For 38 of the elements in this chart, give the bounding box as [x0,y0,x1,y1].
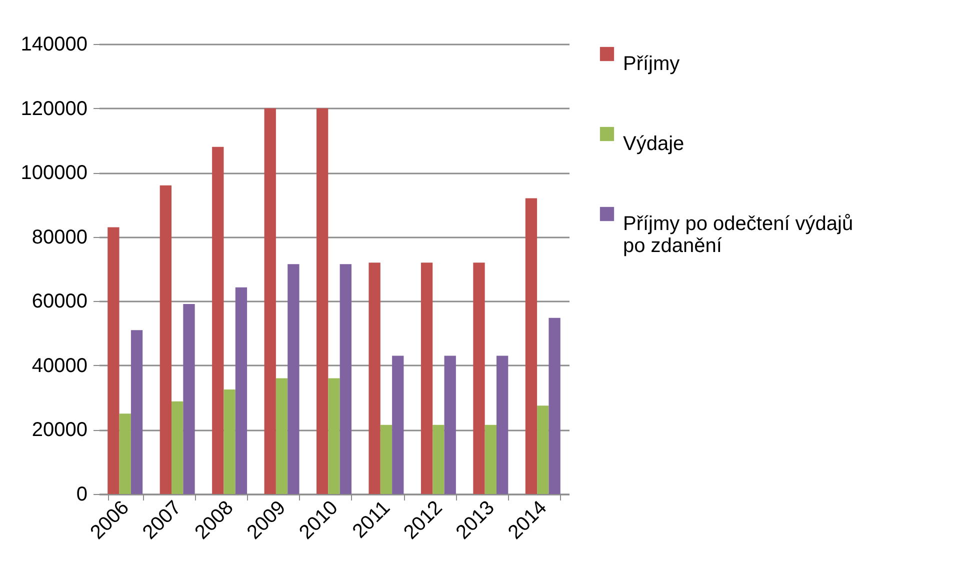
y-tick-label: 120000 [20,98,88,120]
y-tick-label: 100000 [20,162,88,184]
bar [276,378,288,494]
bar [432,424,444,494]
bar [235,287,248,494]
bar [160,185,172,494]
y-tick-label: 60000 [32,290,88,313]
bar [548,318,560,494]
bar [380,424,392,494]
legend-label: Příjmy [623,53,680,75]
bar [119,414,131,494]
legend-label: Výdaje [623,133,684,155]
bar [288,264,300,494]
bar [328,378,340,494]
bar [212,146,224,494]
y-tick-label: 40000 [32,354,88,377]
bar [172,401,184,494]
bar [496,356,508,494]
bar [340,264,352,494]
bar [368,262,380,494]
y-tick-label: 20000 [32,419,88,442]
bar [316,108,328,494]
bar [484,424,496,494]
bar [130,330,143,494]
y-tick-label: 140000 [20,34,88,56]
bar [183,304,195,494]
bar [525,198,538,494]
bar [537,406,549,494]
bar [420,262,433,494]
bar [444,356,456,494]
legend-label: Příjmy po odečtení výdajů po zdanění [623,213,854,257]
bar [224,390,236,494]
bar [473,262,485,494]
y-tick-label: 80000 [32,226,88,248]
y-tick-label: 0 [76,484,88,506]
bar [108,227,120,494]
bar [264,108,276,494]
bar [392,356,404,494]
